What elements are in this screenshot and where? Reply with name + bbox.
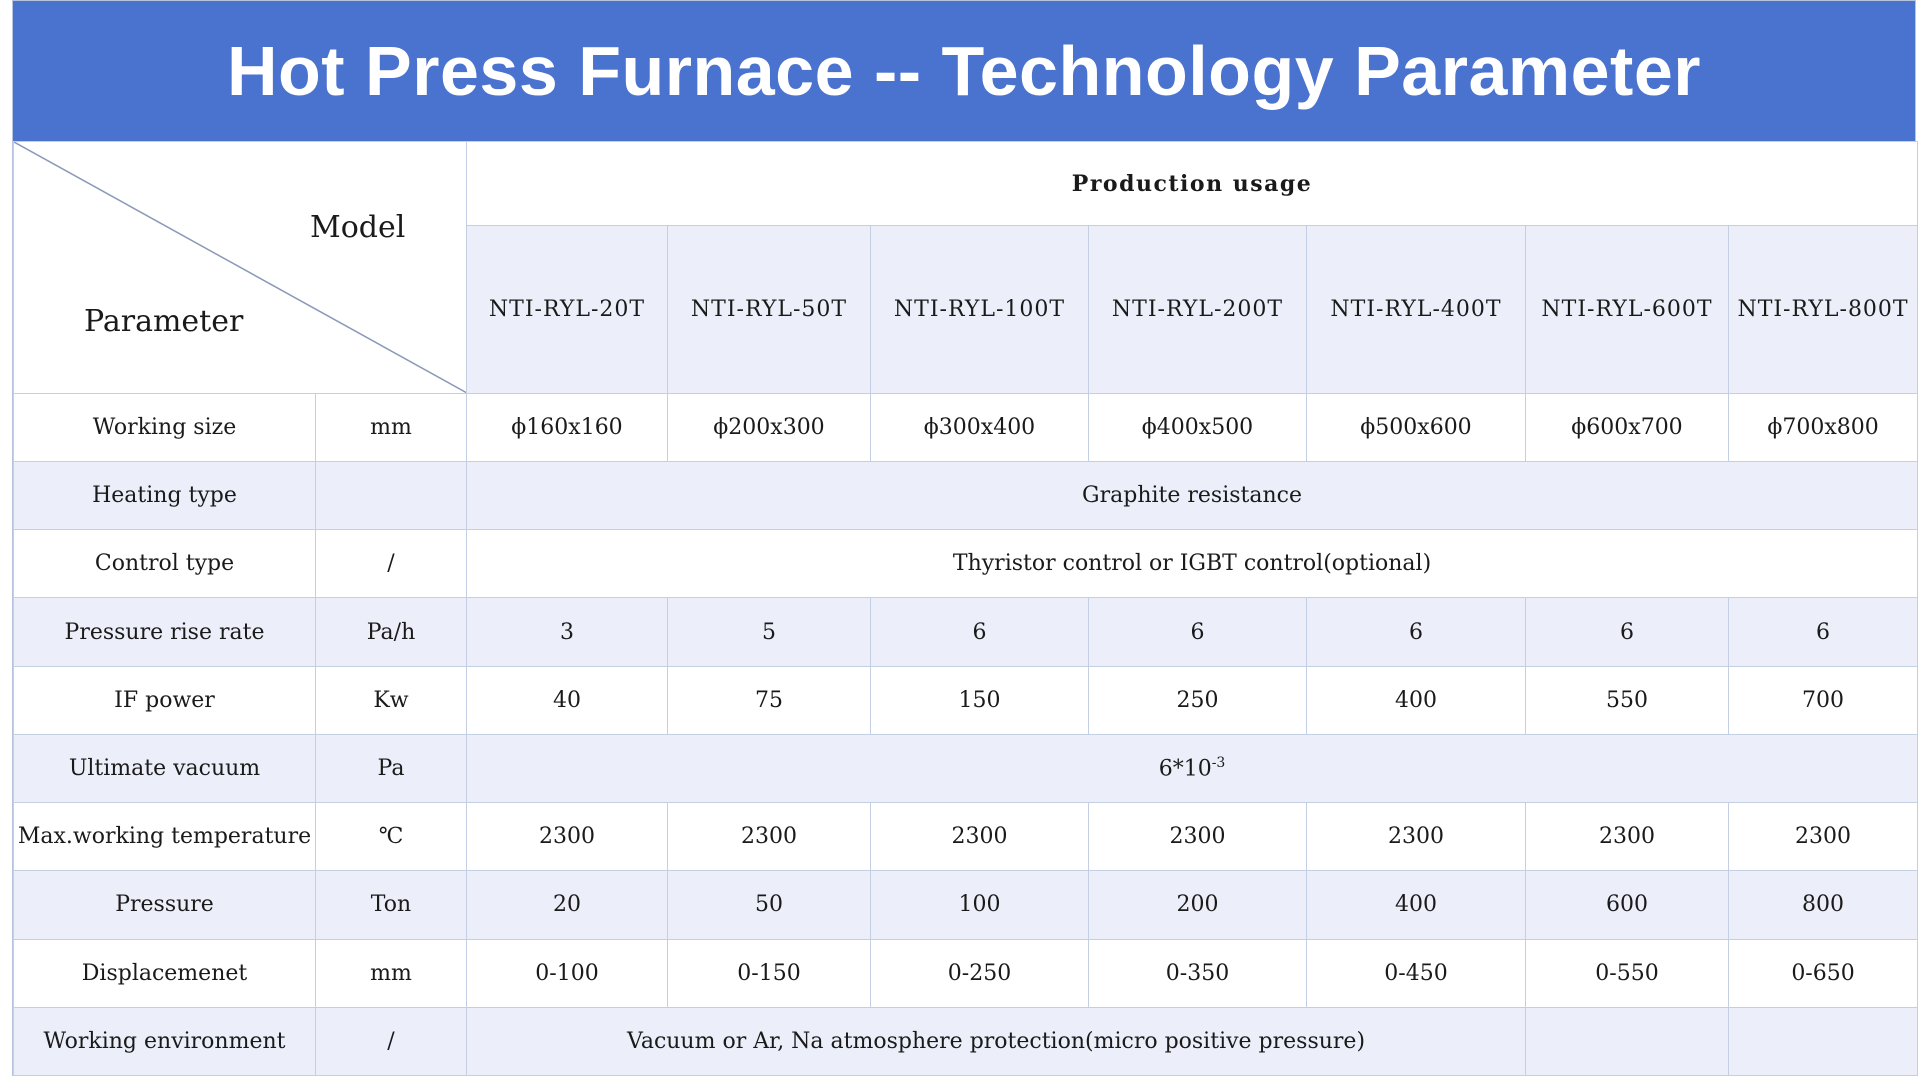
value-cell: ϕ400x500 (1088, 392, 1307, 463)
header-row-usage: Model Parameter Production usage (13, 140, 1919, 394)
value-cell: 0-350 (1088, 938, 1307, 1008)
merged-value-cell: 6*10-3 (465, 733, 1919, 804)
param-unit: Kw (315, 665, 467, 735)
param-name: Max.working temperature (13, 802, 316, 872)
table-row-pressure: Pressure Ton 20 50 100 200 400 600 800 (13, 870, 1919, 940)
param-unit: Ton (315, 870, 467, 940)
param-unit: Pa (315, 733, 467, 804)
model-header: NTI-RYL-100T (870, 225, 1089, 394)
table-row-control-type: Control type / Thyristor control or IGBT… (13, 529, 1919, 599)
parameter-sheet: Hot Press Furnace -- Technology Paramete… (12, 0, 1919, 1077)
value-cell: 800 (1727, 870, 1919, 940)
value-cell: 2300 (466, 802, 668, 872)
model-header: NTI-RYL-600T (1525, 225, 1729, 394)
value-cell: 0-150 (667, 938, 871, 1008)
page-title: Hot Press Furnace -- Technology Paramete… (226, 32, 1702, 110)
value-cell: 0-250 (870, 938, 1089, 1008)
value-cell: 2300 (1088, 802, 1307, 872)
value-cell: 100 (870, 870, 1089, 940)
value-cell: 6 (870, 597, 1089, 667)
table-row-working-size: Working size mm ϕ160x160 ϕ200x300 ϕ300x4… (13, 392, 1919, 463)
header-row-models: NTI-RYL-20T NTI-RYL-50T NTI-RYL-100T NTI… (14, 225, 1919, 394)
value-cell: 400 (1306, 665, 1526, 735)
value-cell: 0-100 (466, 938, 668, 1008)
merged-value-cell: Vacuum or Ar, Na atmosphere protection(m… (466, 1006, 1526, 1077)
value-cell: ϕ600x700 (1525, 392, 1729, 463)
merged-value-cell: Thyristor control or IGBT control(option… (465, 529, 1919, 599)
empty-cell (1727, 1006, 1919, 1077)
model-header: NTI-RYL-200T (1088, 225, 1307, 394)
value-cell: 6 (1306, 597, 1526, 667)
param-unit: ℃ (315, 802, 467, 872)
title-banner: Hot Press Furnace -- Technology Paramete… (13, 1, 1915, 141)
value-cell: 700 (1727, 665, 1919, 735)
empty-cell (1525, 1006, 1729, 1077)
value-cell: 250 (1088, 665, 1307, 735)
value-cell: 600 (1525, 870, 1729, 940)
model-axis-label: Model (310, 210, 406, 245)
model-header: NTI-RYL-50T (667, 225, 871, 394)
value-cell: 150 (870, 665, 1089, 735)
param-name: Working size (13, 392, 316, 463)
merged-value-cell: Graphite resistance (465, 461, 1919, 531)
value-cell: 5 (667, 597, 871, 667)
table-row-ultimate-vacuum: Ultimate vacuum Pa 6*10-3 (13, 733, 1919, 804)
value-cell: 200 (1088, 870, 1307, 940)
parameter-table: Model Parameter Production usage NTI-RYL… (13, 140, 1919, 1077)
param-unit: / (315, 1006, 467, 1077)
value-cell: 2300 (1727, 802, 1919, 872)
value-cell: 2300 (667, 802, 871, 872)
value-cell: ϕ700x800 (1727, 392, 1919, 463)
table-row-heating-type: Heating type Graphite resistance (13, 461, 1919, 531)
param-name: Displacemenet (13, 938, 316, 1008)
value-cell: 40 (466, 665, 668, 735)
vacuum-base: 6*10 (1158, 756, 1212, 782)
param-name: Working environment (13, 1006, 316, 1077)
value-cell: ϕ300x400 (870, 392, 1089, 463)
param-name: IF power (13, 665, 316, 735)
value-cell: ϕ500x600 (1306, 392, 1526, 463)
value-cell: ϕ160x160 (466, 392, 668, 463)
table-row-max-temperature: Max.working temperature ℃ 2300 2300 2300… (13, 802, 1919, 872)
value-cell: 3 (466, 597, 668, 667)
value-cell: ϕ200x300 (667, 392, 871, 463)
model-header: NTI-RYL-20T (466, 225, 668, 394)
model-header: NTI-RYL-400T (1306, 225, 1526, 394)
param-name: Pressure (13, 870, 316, 940)
parameter-axis-label: Parameter (84, 304, 244, 339)
param-unit: / (315, 529, 467, 599)
production-usage-header: Production usage (465, 140, 1919, 227)
param-name: Control type (13, 529, 316, 599)
value-cell: 2300 (1306, 802, 1526, 872)
param-unit: mm (315, 938, 467, 1008)
table-row-displacement: Displacemenet mm 0-100 0-150 0-250 0-350… (13, 938, 1919, 1008)
table-row-if-power: IF power Kw 40 75 150 250 400 550 700 (13, 665, 1919, 735)
table-row-working-environment: Working environment / Vacuum or Ar, Na a… (13, 1006, 1919, 1077)
value-cell: 75 (667, 665, 871, 735)
value-cell: 6 (1727, 597, 1919, 667)
param-name: Ultimate vacuum (13, 733, 316, 804)
model-header: NTI-RYL-800T (1727, 225, 1919, 394)
value-cell: 0-550 (1525, 938, 1729, 1008)
diagonal-header-cell: Model Parameter (13, 141, 467, 394)
value-cell: 6 (1088, 597, 1307, 667)
value-cell: 0-450 (1306, 938, 1526, 1008)
param-unit: mm (315, 392, 467, 463)
param-unit: Pa/h (315, 597, 467, 667)
diagonal-divider (14, 142, 466, 393)
value-cell: 2300 (1525, 802, 1729, 872)
param-name: Pressure rise rate (13, 597, 316, 667)
vacuum-exponent: -3 (1211, 755, 1226, 772)
value-cell: 550 (1525, 665, 1729, 735)
value-cell: 2300 (870, 802, 1089, 872)
param-name: Heating type (13, 461, 316, 531)
value-cell: 0-650 (1727, 938, 1919, 1008)
value-cell: 6 (1525, 597, 1729, 667)
table-row-pressure-rise-rate: Pressure rise rate Pa/h 3 5 6 6 6 6 6 (13, 597, 1919, 667)
param-unit (315, 461, 467, 531)
value-cell: 20 (466, 870, 668, 940)
value-cell: 50 (667, 870, 871, 940)
value-cell: 400 (1306, 870, 1526, 940)
